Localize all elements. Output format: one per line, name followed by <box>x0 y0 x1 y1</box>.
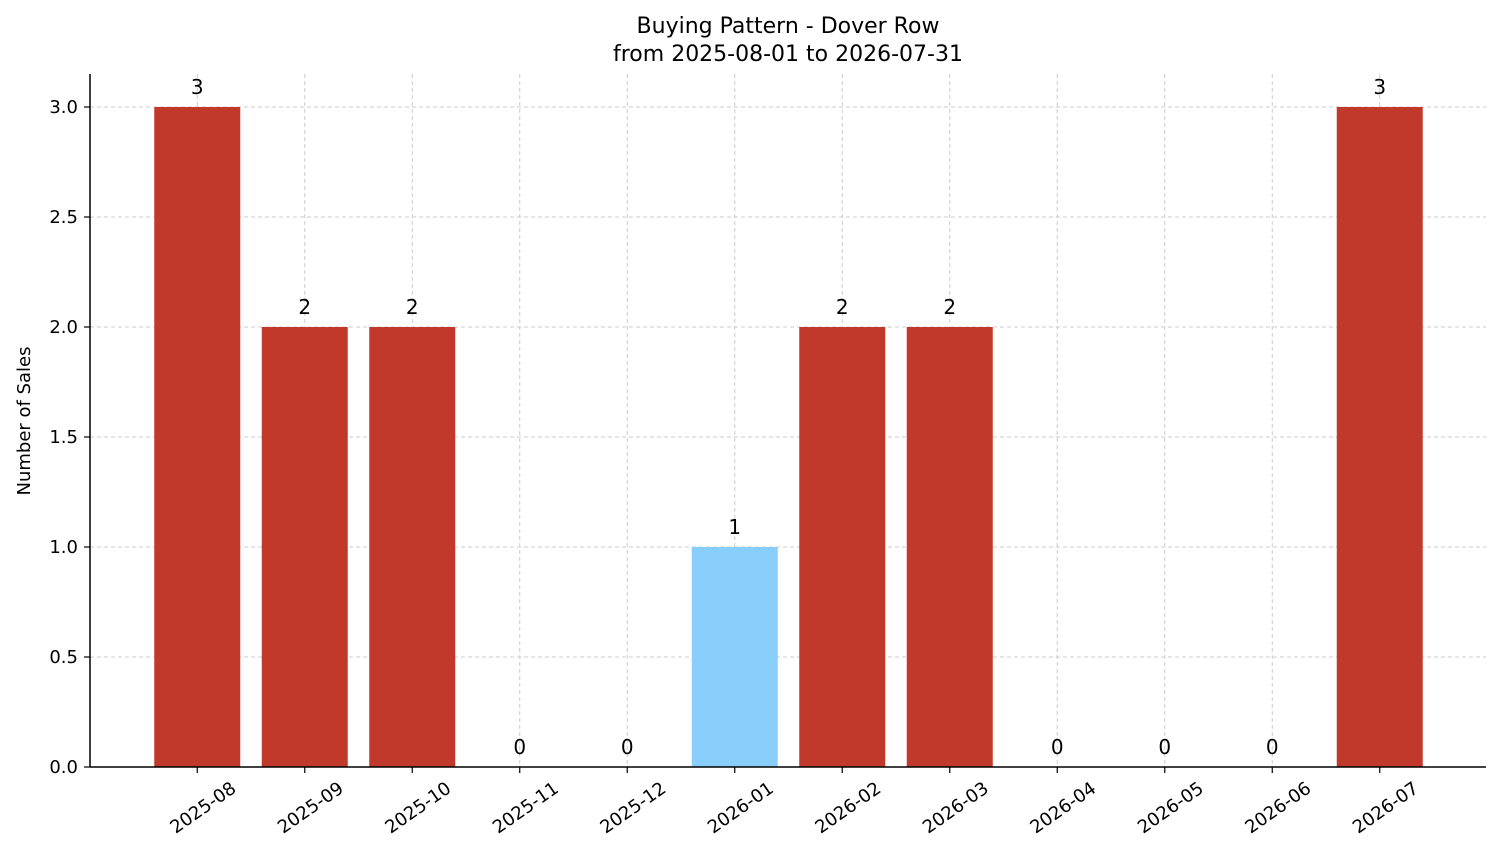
bar-2026-02 <box>799 327 886 767</box>
x-tick-label: 2026-04 <box>1026 778 1100 838</box>
y-tick-label: 1.0 <box>49 537 78 558</box>
bar-2026-07 <box>1336 107 1423 767</box>
bar-2025-09 <box>261 327 348 767</box>
data-label-2025-09: 2 <box>298 295 311 319</box>
bar-2026-03 <box>906 327 993 767</box>
chart-title-line-1: Buying Pattern - Dover Row <box>637 14 940 39</box>
x-tick-label: 2025-11 <box>489 778 563 838</box>
y-tick-label: 3.0 <box>49 97 78 118</box>
y-axis-label: Number of Sales <box>14 346 35 495</box>
data-label-2026-04: 0 <box>1051 735 1064 759</box>
data-label-2025-12: 0 <box>621 735 634 759</box>
y-tick-label: 0.0 <box>49 757 78 778</box>
data-label-2025-11: 0 <box>513 735 526 759</box>
data-label-2025-10: 2 <box>406 295 419 319</box>
y-tick-label: 2.5 <box>49 207 78 228</box>
data-label-2026-05: 0 <box>1158 735 1171 759</box>
x-tick-label: 2025-08 <box>166 778 240 838</box>
x-tick-label: 2025-12 <box>596 778 670 838</box>
data-label-2026-06: 0 <box>1266 735 1279 759</box>
data-label-2025-08: 3 <box>191 75 204 99</box>
bar-2025-08 <box>154 107 241 767</box>
x-tick-label: 2026-02 <box>811 778 885 838</box>
x-tick-label: 2026-05 <box>1134 778 1208 838</box>
x-tick-label: 2026-01 <box>704 778 778 838</box>
data-label-2026-03: 2 <box>943 295 956 319</box>
x-tick-label: 2025-09 <box>274 778 348 838</box>
data-labels: 3 2 2 0 0 1 2 2 0 0 0 3 <box>191 75 1386 759</box>
bar-2025-10 <box>369 327 456 767</box>
y-tick-label: 2.0 <box>49 317 78 338</box>
x-tick-label: 2026-03 <box>919 778 993 838</box>
x-tick-label: 2026-07 <box>1349 778 1423 838</box>
bars <box>154 107 1423 767</box>
data-label-2026-07: 3 <box>1373 75 1386 99</box>
y-tick-label: 0.5 <box>49 647 78 668</box>
bar-2026-01 <box>691 547 778 767</box>
x-tick-label: 2025-10 <box>381 778 455 838</box>
data-label-2026-01: 1 <box>728 515 741 539</box>
y-tick-label: 1.5 <box>49 427 78 448</box>
x-tick-label: 2026-06 <box>1241 778 1315 838</box>
chart-title-line-2: from 2025-08-01 to 2026-07-31 <box>613 42 963 67</box>
data-label-2026-02: 2 <box>836 295 849 319</box>
